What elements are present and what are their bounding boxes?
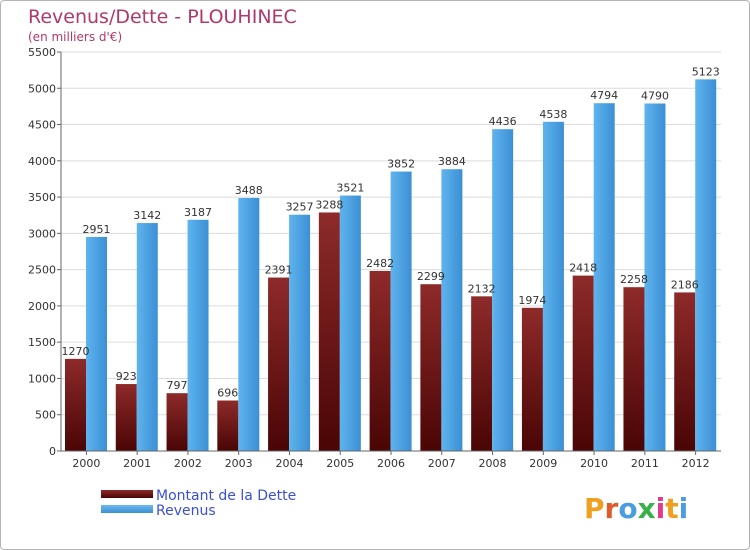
y-tick-label: 1500 <box>28 336 56 349</box>
legend: Montant de la Dette Revenus <box>101 488 296 519</box>
x-tick-label: 2002 <box>174 457 202 470</box>
value-label-revenus: 3852 <box>387 158 415 171</box>
y-axis-ticks: 0 500 1000 1500 2000 2500 3000 3500 4000 4500 5000… <box>28 46 61 458</box>
chart-subtitle: (en milliers d'€) <box>28 30 122 44</box>
bar-revenus <box>187 219 209 451</box>
value-label-dette: 2418 <box>569 262 597 275</box>
bar-dette <box>420 284 442 451</box>
value-label-dette: 797 <box>167 379 188 392</box>
y-tick-label: 3500 <box>28 191 56 204</box>
legend-swatch-revenus <box>101 505 153 513</box>
value-label-dette: 1974 <box>518 294 546 307</box>
value-label-revenus: 2951 <box>83 223 111 236</box>
legend-label-debt: Montant de la Dette <box>156 488 296 504</box>
bars <box>65 79 717 452</box>
chart-title: Revenus/Dette - PLOUHINEC <box>28 6 297 28</box>
proxiti-logo: Proxiti <box>584 492 688 525</box>
bar-revenus <box>136 223 158 451</box>
x-tick-label: 2004 <box>275 457 303 470</box>
value-label-dette: 2391 <box>265 264 293 277</box>
x-tick-label: 2007 <box>428 457 456 470</box>
value-label-dette: 923 <box>116 370 137 383</box>
value-label-revenus: 3142 <box>133 209 161 222</box>
bar-dette <box>521 307 543 451</box>
value-label-revenus: 4538 <box>539 108 567 121</box>
value-label-revenus: 4794 <box>590 89 618 102</box>
bar-revenus <box>644 103 666 452</box>
bar-dette <box>268 277 290 451</box>
bar-revenus <box>492 129 514 452</box>
bar-revenus <box>86 236 107 451</box>
bar-revenus <box>339 195 361 451</box>
bar-revenus <box>289 214 311 451</box>
x-tick-label: 2000 <box>72 457 100 470</box>
x-tick-label: 2006 <box>377 457 405 470</box>
bar-dette <box>369 270 391 451</box>
y-tick-label: 500 <box>35 409 56 422</box>
bar-dette <box>65 358 86 451</box>
bar-dette <box>115 384 137 451</box>
bar-revenus <box>593 103 615 451</box>
bar-revenus <box>441 169 463 451</box>
value-label-revenus: 4790 <box>641 90 669 103</box>
x-axis-ticks: 2000 2001 2002 2003 2004 2005 2006 2007 2008 2009… <box>72 451 710 470</box>
value-label-dette: 2299 <box>417 270 445 283</box>
x-tick-label: 2001 <box>123 457 151 470</box>
x-tick-label: 2009 <box>529 457 557 470</box>
x-tick-label: 2008 <box>479 457 507 470</box>
value-label-dette: 2258 <box>620 273 648 286</box>
bar-dette <box>166 393 188 451</box>
y-tick-label: 0 <box>49 445 56 458</box>
x-tick-label: 2011 <box>631 457 659 470</box>
y-tick-label: 3000 <box>28 227 56 240</box>
x-tick-label: 2005 <box>326 457 354 470</box>
y-tick-label: 5000 <box>28 82 56 95</box>
value-labels: 1270 2951 923 3142 797 3187 696 3488 2391 3257 328… <box>62 65 720 399</box>
y-tick-label: 5500 <box>28 46 56 59</box>
value-label-revenus: 4436 <box>489 115 517 128</box>
value-label-revenus: 3488 <box>235 184 263 197</box>
value-label-dette: 696 <box>217 387 238 400</box>
value-label-dette: 3288 <box>315 198 343 211</box>
x-tick-label: 2010 <box>580 457 608 470</box>
y-tick-label: 4500 <box>28 119 56 132</box>
value-label-dette: 2482 <box>366 257 394 270</box>
value-label-revenus: 3187 <box>184 206 212 219</box>
bar-revenus <box>542 121 564 451</box>
bar-dette <box>572 275 594 451</box>
legend-swatch-debt <box>101 490 153 498</box>
value-label-revenus: 3257 <box>286 201 314 214</box>
value-label-revenus: 5123 <box>692 65 720 78</box>
bar-revenus <box>695 79 717 451</box>
legend-label-revenus: Revenus <box>156 503 216 519</box>
y-tick-label: 4000 <box>28 155 56 168</box>
bar-dette <box>217 400 239 451</box>
bar-revenus <box>238 197 260 451</box>
value-label-revenus: 3884 <box>438 155 466 168</box>
bar-revenus <box>390 171 412 451</box>
y-tick-label: 2500 <box>28 264 56 277</box>
y-tick-label: 1000 <box>28 372 56 385</box>
bar-dette <box>674 292 696 451</box>
y-tick-label: 2000 <box>28 300 56 313</box>
value-label-dette: 2186 <box>671 278 699 291</box>
x-tick-label: 2003 <box>225 457 253 470</box>
bar-dette <box>471 296 493 451</box>
value-label-dette: 2132 <box>468 282 496 295</box>
value-label-revenus: 3521 <box>336 182 364 195</box>
x-tick-label: 2012 <box>682 457 710 470</box>
bar-dette <box>623 287 645 451</box>
value-label-dette: 1270 <box>62 345 90 358</box>
bar-dette <box>318 212 340 451</box>
